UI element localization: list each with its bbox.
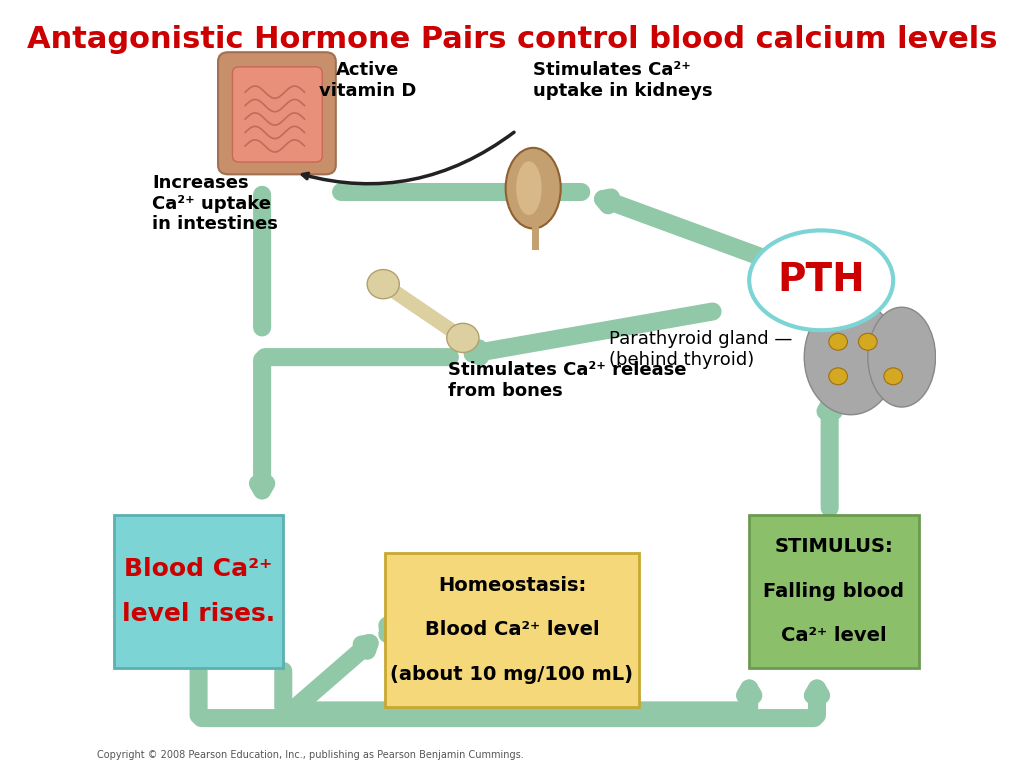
Text: Falling blood: Falling blood: [764, 582, 904, 601]
Text: PTH: PTH: [777, 261, 865, 300]
Text: Ca²⁺ level: Ca²⁺ level: [781, 627, 887, 645]
Text: STIMULUS:: STIMULUS:: [774, 538, 893, 556]
Ellipse shape: [884, 368, 902, 385]
Text: Blood Ca²⁺: Blood Ca²⁺: [125, 557, 272, 581]
Text: level rises.: level rises.: [122, 601, 275, 626]
Ellipse shape: [506, 147, 561, 229]
Text: Blood Ca²⁺ level: Blood Ca²⁺ level: [425, 621, 599, 639]
Ellipse shape: [828, 333, 848, 350]
Text: Homeostasis:: Homeostasis:: [438, 576, 586, 594]
Text: Stimulates Ca²⁺ release
from bones: Stimulates Ca²⁺ release from bones: [449, 361, 687, 399]
Text: Copyright © 2008 Pearson Education, Inc., publishing as Pearson Benjamin Cumming: Copyright © 2008 Pearson Education, Inc.…: [97, 750, 523, 760]
Ellipse shape: [368, 270, 399, 299]
Ellipse shape: [516, 161, 542, 215]
FancyBboxPatch shape: [750, 515, 919, 668]
Text: Stimulates Ca²⁺
uptake in kidneys: Stimulates Ca²⁺ uptake in kidneys: [534, 61, 713, 100]
Ellipse shape: [804, 300, 897, 415]
Ellipse shape: [446, 323, 479, 353]
Text: Increases
Ca²⁺ uptake
in intestines: Increases Ca²⁺ uptake in intestines: [152, 174, 278, 233]
Ellipse shape: [750, 230, 893, 330]
FancyBboxPatch shape: [385, 553, 639, 707]
Text: Parathyroid gland —
(behind thyroid): Parathyroid gland — (behind thyroid): [609, 330, 793, 369]
Text: Antagonistic Hormone Pairs control blood calcium levels: Antagonistic Hormone Pairs control blood…: [27, 25, 997, 54]
Ellipse shape: [828, 368, 848, 385]
FancyBboxPatch shape: [232, 67, 323, 162]
FancyBboxPatch shape: [114, 515, 284, 668]
Text: (about 10 mg/100 mL): (about 10 mg/100 mL): [390, 665, 634, 684]
FancyBboxPatch shape: [218, 52, 336, 174]
Ellipse shape: [867, 307, 936, 407]
Text: Active
vitamin D: Active vitamin D: [319, 61, 417, 100]
Ellipse shape: [858, 333, 878, 350]
